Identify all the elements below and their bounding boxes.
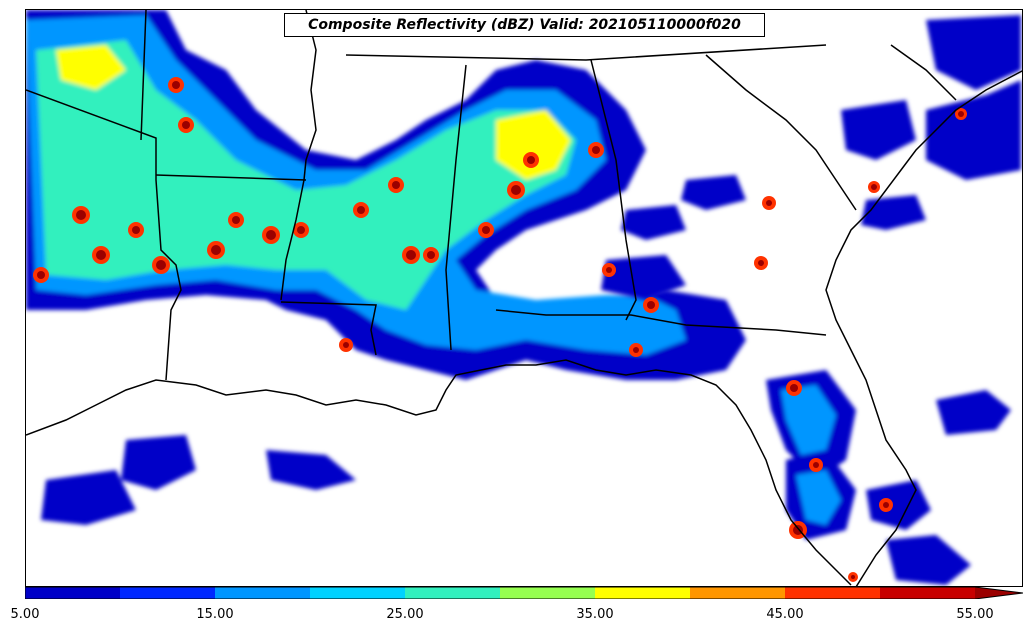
coastline (26, 70, 1022, 586)
colorbar-tick-label: 35.00 (576, 607, 614, 622)
colorbar-tick-label: 15.00 (196, 607, 234, 622)
colorbar-tick-label: 45.00 (766, 607, 804, 622)
border-georgia-carolina (705, 54, 857, 211)
colorbar-tick-label: 5.00 (10, 607, 40, 622)
border-tennessee (345, 44, 827, 61)
colorbar-segment (785, 587, 880, 599)
echo-region-west-light (36, 40, 576, 310)
colorbar-segment (25, 587, 120, 599)
echo-region-north-yellow (56, 45, 126, 90)
reflectivity-map (25, 9, 1023, 587)
reflectivity-field (26, 10, 746, 380)
colorbar-segment (880, 587, 975, 599)
border-arkansas-louisiana (155, 174, 307, 181)
colorbar-extend-arrow (975, 587, 1023, 599)
border-texas-arkansas (26, 89, 182, 381)
border-mississippi-river (280, 10, 317, 301)
border-louisiana-mississippi (280, 301, 377, 356)
colorbar (25, 587, 1023, 599)
border-north-south-carolina (890, 44, 957, 101)
colorbar-outline (25, 587, 1023, 599)
colorbar-segment (500, 587, 595, 599)
colorbar-segment (310, 587, 405, 599)
colorbar-segment (405, 587, 500, 599)
map-canvas (26, 10, 1022, 586)
colorbar-segment (120, 587, 215, 599)
border-florida-panhandle (495, 309, 827, 336)
colorbar-segment (595, 587, 690, 599)
colorbar-tick-label: 55.00 (956, 607, 994, 622)
border-arkansas-missouri (140, 10, 147, 141)
colorbar-segment (690, 587, 785, 599)
colorbar-segment (215, 587, 310, 599)
reflectivity-field-east (41, 15, 1021, 585)
map-title: Composite Reflectivity (dBZ) Valid: 2021… (284, 13, 765, 37)
border-mississippi-alabama (445, 64, 467, 351)
map-boundaries (26, 10, 1022, 586)
border-alabama-georgia (590, 59, 637, 321)
echo-region-west-yellow (496, 110, 571, 180)
colorbar-tick-label: 25.00 (386, 607, 424, 622)
